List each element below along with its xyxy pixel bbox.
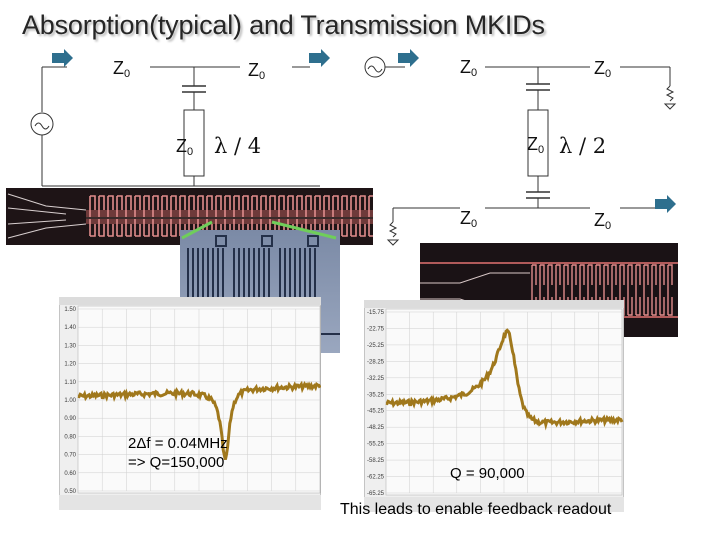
transmission-z0-1: Z0 [460,57,478,79]
absorption-z0-stub: Z0 [176,136,194,158]
right-y-tick: -45.25 [367,409,385,415]
bandwidth-note: 2Δf = 0.04MHz [128,435,228,452]
left-y-tick: 0.50 [64,489,76,495]
right-y-tick: -65.25 [367,491,385,497]
right-y-tick: -15.75 [367,310,385,316]
absorption-z0-2: Z0 [248,60,266,82]
left-y-tick: 1.30 [64,343,76,349]
left-y-tick: 1.40 [64,325,76,331]
arrow-icon [52,49,73,67]
left-y-tick: 0.60 [64,471,76,477]
footer-note: This leads to enable feedback readout [340,501,612,518]
absorption-stub-length: λ / 4 [214,134,262,158]
transmission-z0-stub: Z0 [527,134,545,156]
arrow-icon [309,49,330,67]
arrow-icon [398,49,419,67]
left-y-tick: 0.80 [64,434,76,440]
right-y-tick: -62.25 [367,475,385,481]
transmission-z0-4: Z0 [594,210,612,232]
transmission-q-note: Q = 90,000 [450,465,525,482]
left-y-tick: 0.70 [64,453,76,459]
left-y-tick: 1.10 [64,380,76,386]
right-y-tick: -28.25 [367,359,385,365]
left-y-tick: 1.00 [64,398,76,404]
right-y-tick: -48.25 [367,425,385,431]
absorption-q-note: => Q=150,000 [128,454,225,471]
right-y-tick: -35.25 [367,392,385,398]
arrow-icon [655,195,676,213]
right-y-tick: -58.25 [367,458,385,464]
left-y-tick: 0.90 [64,416,76,422]
transmission-z0-2: Z0 [594,58,612,80]
right-y-tick: -22.75 [367,326,385,332]
transmission-stub-length: λ / 2 [559,134,607,158]
right-y-tick: -32.25 [367,376,385,382]
absorption-s21-plot: 1.50 1.40 1.30 1.20 1.10 1.00 0.90 0.80 0.70 0.60… [59,297,321,510]
absorption-z0-1: Z0 [113,58,131,80]
left-y-tick: 1.20 [64,362,76,368]
transmission-z0-3: Z0 [460,208,478,230]
slide-title: Absorption(typical) and Transmission MKI… [22,10,545,40]
transmission-s21-plot: -15.75 -22.75 -25.25 -28.25 -32.25 -35.25 -45.… [364,300,624,512]
right-y-tick: -25.25 [367,343,385,349]
right-y-tick: -55.25 [367,442,385,448]
left-y-tick: 1.50 [64,307,76,313]
